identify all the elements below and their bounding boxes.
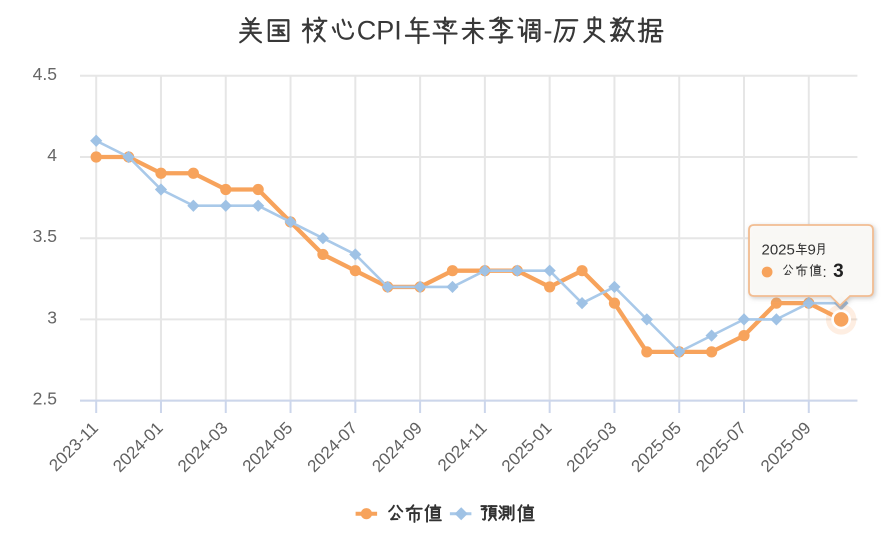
svg-text:2025: 2025 [762,242,795,259]
svg-text:3: 3 [833,261,844,282]
svg-text:9: 9 [808,242,816,259]
svg-text:2.5: 2.5 [33,389,57,409]
svg-text:CPI: CPI [357,15,402,45]
svg-text:-: - [544,15,553,45]
svg-text::: : [823,264,827,281]
svg-text:3: 3 [47,307,57,327]
svg-text:4: 4 [47,145,57,165]
svg-text:4.5: 4.5 [33,64,57,84]
svg-text:3.5: 3.5 [33,226,57,246]
